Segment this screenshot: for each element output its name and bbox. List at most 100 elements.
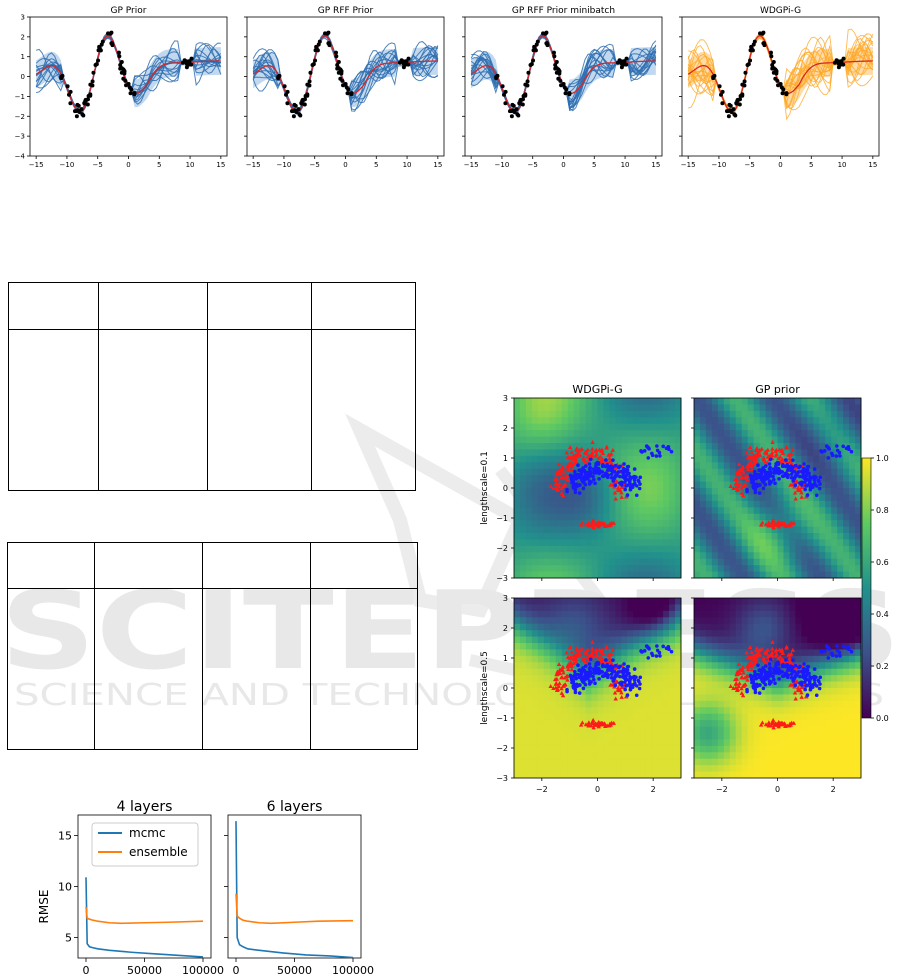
heat-cell (729, 688, 737, 695)
heat-cell (813, 552, 820, 560)
heat-cell (615, 758, 622, 766)
heat-cell (705, 571, 713, 579)
heat-cell (705, 733, 713, 740)
heat-cell (771, 526, 778, 534)
heat-cell (825, 707, 832, 715)
heat-cell (579, 500, 586, 508)
heat-cell (759, 436, 766, 444)
heat-cell (531, 733, 539, 740)
gp-panel-title: GP RFF Prior minibatch (512, 6, 615, 16)
heat-cell (525, 739, 533, 747)
heat-point-blue (625, 665, 630, 669)
heat-cell (801, 430, 808, 437)
heat-cell (843, 655, 850, 663)
heat-cell (675, 739, 682, 747)
heat-point-blue (638, 682, 642, 686)
heat-cell (514, 700, 521, 708)
heat-cell (525, 707, 533, 715)
heat-cell (615, 436, 622, 444)
heat-point-red (573, 459, 579, 464)
heat-cell (723, 507, 731, 515)
heat-cell (855, 598, 862, 605)
heat-cell (585, 539, 592, 547)
heat-cell (747, 558, 755, 566)
heat-point-blue (611, 679, 615, 683)
heat-point-red (573, 652, 578, 657)
heat-point-blue (793, 483, 798, 488)
heat-cell (699, 604, 707, 612)
gp-data-point (551, 50, 556, 55)
heat-point-blue (808, 474, 812, 479)
heat-y-tick-label: 3 (503, 394, 508, 403)
gp-data-point (778, 82, 783, 87)
heat-cell (525, 481, 533, 489)
heat-cell (543, 623, 551, 631)
heat-cell (825, 494, 832, 502)
heat-cell (801, 604, 808, 612)
heat-cell (699, 662, 707, 670)
heat-cell (531, 700, 539, 708)
heat-point-red (792, 490, 798, 495)
heat-cell (579, 688, 586, 695)
heat-cell (855, 726, 862, 734)
heat-cell (675, 700, 682, 708)
heat-cell (639, 423, 646, 431)
heat-cell (723, 475, 731, 482)
heat-cell (663, 533, 670, 540)
heat-cell (735, 598, 743, 605)
heat-cell (735, 707, 743, 715)
heat-point-red (590, 517, 596, 522)
gp-x-tick-label: −10 (495, 161, 510, 169)
heat-point-red (577, 447, 583, 452)
heat-point-red (565, 654, 571, 659)
heat-cell (597, 500, 604, 508)
heat-cell (741, 526, 749, 534)
heat-cell (855, 481, 862, 489)
heat-cell (615, 398, 622, 405)
heat-point-blue (834, 454, 839, 458)
heat-cell (735, 494, 743, 502)
heat-cell (753, 398, 761, 405)
heat-point-red (557, 671, 563, 676)
heat-cell (633, 617, 640, 625)
heat-cell (735, 565, 743, 572)
heat-cell (561, 649, 569, 657)
heat-cell (675, 752, 682, 760)
gp-data-point (752, 39, 757, 44)
gp-panel: GP RFF Prior minibatch−15 −10 −5 0 5 10 15 (462, 6, 663, 169)
heat-cell (711, 423, 719, 431)
heat-cell (694, 449, 701, 457)
heat-cell (615, 423, 622, 431)
heat-cell (609, 430, 616, 437)
heat-cell (831, 655, 838, 663)
heat-point-blue (587, 682, 592, 686)
heat-cell (651, 571, 658, 579)
heat-cell (579, 545, 586, 553)
heat-point-blue (594, 468, 599, 473)
heat-cell (831, 739, 838, 747)
gp-data-point (74, 114, 79, 119)
heat-cell (795, 694, 802, 702)
heat-cell (615, 430, 622, 437)
heat-cell (855, 455, 862, 463)
heat-cell (705, 739, 713, 747)
heat-cell (765, 713, 772, 721)
heat-x-tick-label: 0 (595, 785, 600, 794)
heat-cell (801, 443, 808, 450)
gp-data-point (349, 91, 354, 96)
heat-cell (591, 488, 598, 495)
heat-cell (663, 700, 670, 708)
heat-cell (843, 733, 850, 740)
heat-cell (765, 545, 772, 553)
heat-cell (657, 688, 664, 695)
heat-cell (537, 675, 545, 682)
heat-cell (555, 455, 563, 463)
heat-point-blue (628, 474, 632, 479)
heat-point-blue (592, 671, 597, 675)
heat-cell (639, 571, 646, 579)
gp-data-point (750, 48, 755, 53)
heat-cell (645, 617, 652, 625)
heat-cell (573, 668, 581, 676)
heat-cell (723, 513, 731, 521)
heat-point-blue (605, 462, 609, 467)
